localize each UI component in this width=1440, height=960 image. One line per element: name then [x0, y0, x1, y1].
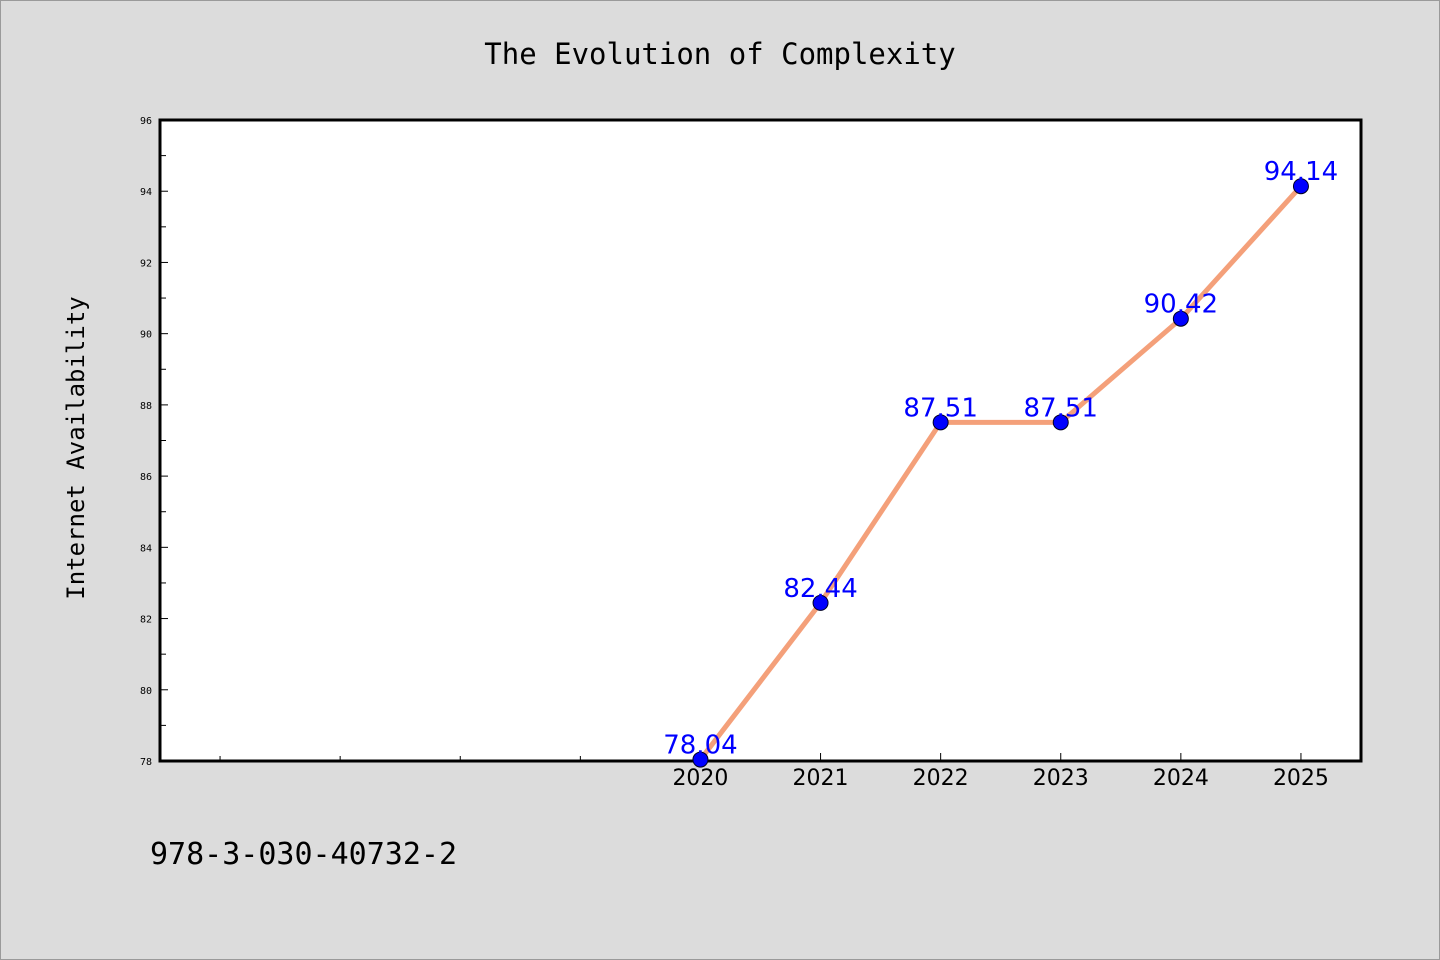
y-tick-label: 80 — [140, 686, 152, 697]
marker-layer — [692, 178, 1309, 768]
y-tick-label: 78 — [140, 757, 152, 768]
data-point — [932, 414, 949, 431]
data-label: 82.44 — [783, 574, 857, 604]
data-point — [812, 594, 829, 611]
data-point — [1052, 414, 1069, 431]
data-label: 87.51 — [903, 393, 977, 423]
x-tick-label: 2020 — [672, 766, 728, 791]
data-point — [1292, 178, 1309, 195]
x-tick-label: 2021 — [793, 766, 849, 791]
data-label: 87.51 — [1024, 393, 1098, 423]
data-label-layer: 78.04 82.44 87.51 87.51 90.42 94.14 — [663, 157, 1338, 760]
y-tick-label: 92 — [140, 258, 152, 269]
data-label: 90.42 — [1144, 290, 1218, 320]
x-axis: 2020 2021 2022 2023 2024 2025 — [219, 753, 1329, 791]
y-tick-label: 86 — [140, 472, 152, 483]
data-label: 78.04 — [663, 731, 737, 761]
data-point — [692, 751, 709, 768]
y-tick-label: 88 — [140, 401, 152, 412]
x-tick-label: 2022 — [913, 766, 969, 791]
series-layer — [697, 183, 1304, 763]
y-tick-label: 94 — [140, 187, 152, 198]
x-tick-label: 2025 — [1273, 766, 1329, 791]
plot-area — [158, 118, 1363, 763]
y-tick-label: 90 — [140, 330, 152, 341]
y-axis-label: Internet Availability — [62, 296, 90, 599]
series-line — [697, 183, 1304, 763]
x-tick-label: 2024 — [1153, 766, 1209, 791]
y-axis: 78 80 82 84 86 88 90 92 94 96 — [140, 116, 168, 768]
data-point — [1172, 310, 1189, 327]
y-tick-label: 84 — [140, 543, 152, 554]
y-tick-label: 82 — [140, 615, 152, 626]
data-label: 94.14 — [1264, 157, 1338, 187]
x-tick-label: 2023 — [1033, 766, 1089, 791]
chart-title: The Evolution of Complexity — [484, 37, 955, 71]
y-tick-label: 96 — [140, 116, 152, 127]
footer-code: 978-3-030-40732-2 — [150, 837, 457, 872]
